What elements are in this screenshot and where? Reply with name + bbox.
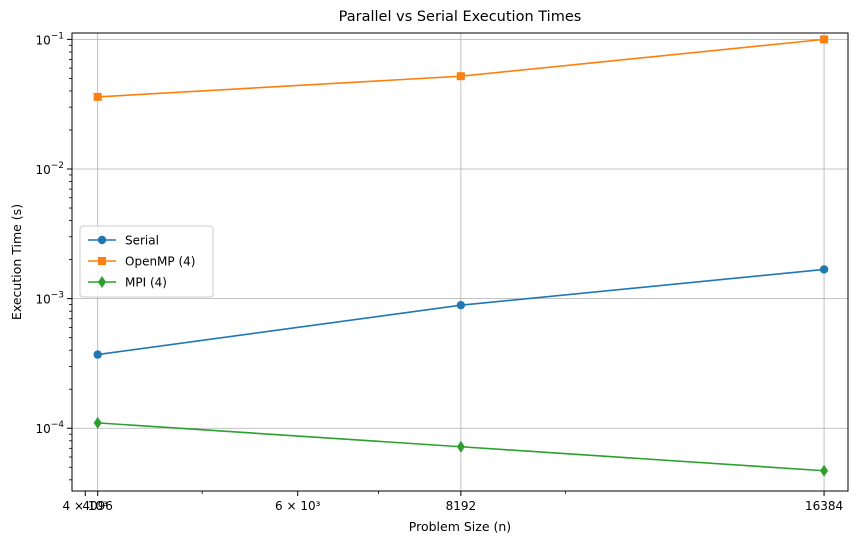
y-tick-label: 10−2 [35,161,64,177]
x-tick-label: 4096 [82,499,113,513]
data-point [820,464,829,477]
plot-frame [71,32,849,492]
series-0 [93,265,829,359]
y-tick-label: 10−1 [35,31,64,47]
x-tick-label: 8192 [446,499,477,513]
legend: Serial OpenMP (4) MPI (4) [79,225,214,298]
legend-marker [98,257,106,265]
legend-label: MPI (4) [125,276,167,290]
data-point [93,350,102,359]
legend-marker [97,235,107,245]
legend-entry: Serial [88,234,159,248]
series-1 [93,35,829,101]
grid [72,33,848,491]
data-point [456,72,465,81]
legend-marker [98,276,106,288]
legend-box [79,225,214,298]
legend-entry: MPI (4) [88,276,167,290]
legend-label: Serial [125,234,159,248]
y-axis-label: Execution Time (s) [9,204,24,320]
chart-title: Parallel vs Serial Execution Times [339,9,582,25]
x-tick-label: 4 × 10³ [63,499,109,513]
y-tick-label: 10−3 [35,291,64,307]
data-point [456,300,466,310]
legend-entry: OpenMP (4) [88,255,195,269]
x-tick-label: 16384 [805,499,843,513]
legend-label: OpenMP (4) [125,255,195,269]
data-point [819,265,829,274]
data-point [93,92,102,101]
data-point [93,416,102,429]
data-point [820,35,829,44]
series-2 [93,416,829,477]
x-axis-label: Problem Size (n) [409,519,511,534]
series-layer [93,35,829,477]
y-tick-label: 10−4 [35,420,64,436]
x-tick-label: 6 × 10³ [275,499,321,513]
data-point [456,440,465,453]
